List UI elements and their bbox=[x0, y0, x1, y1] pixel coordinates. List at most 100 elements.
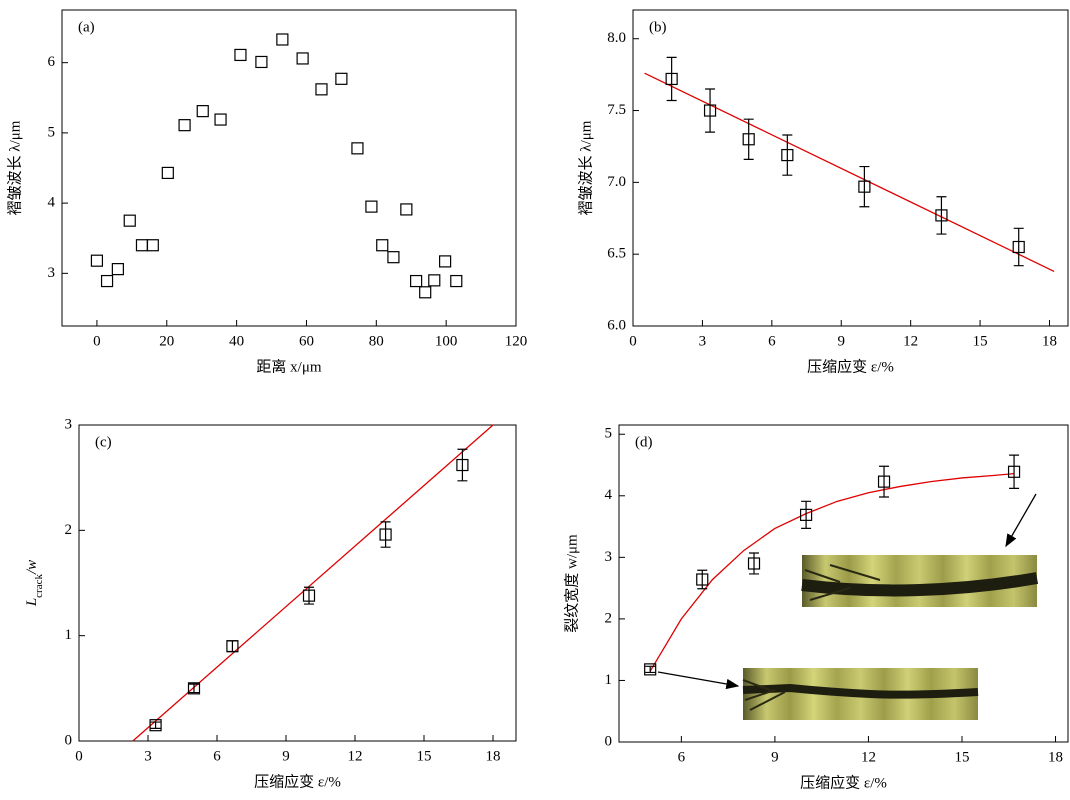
y-tick-label: 2 bbox=[605, 610, 613, 626]
error-bar bbox=[666, 56, 677, 102]
marker bbox=[276, 33, 289, 46]
x-tick-label: 18 bbox=[1042, 333, 1057, 349]
x-axis-label: 距离 x/μm bbox=[256, 358, 321, 375]
x-tick-label: 18 bbox=[1048, 749, 1063, 765]
x-tick-label: 20 bbox=[159, 333, 174, 349]
plot-frame bbox=[78, 424, 517, 742]
marker bbox=[111, 263, 124, 276]
crack-branches bbox=[804, 564, 881, 601]
plot-frame bbox=[632, 9, 1069, 327]
error-bar bbox=[380, 521, 391, 548]
y-tick-label: 6.0 bbox=[607, 317, 626, 333]
x-axis-label: 压缩应变 ε/% bbox=[800, 773, 887, 791]
error-bar bbox=[879, 465, 890, 498]
marker bbox=[799, 508, 813, 521]
arrow bbox=[1005, 493, 1037, 548]
crack-branches bbox=[742, 679, 786, 711]
marker bbox=[781, 148, 794, 162]
y-tick-label: 7.5 bbox=[607, 102, 626, 118]
y-axis-label: 裂纹宽度 w/μm bbox=[563, 534, 580, 633]
y-axis-label: 褶皱波长 λ/μm bbox=[6, 120, 23, 215]
marker bbox=[376, 239, 389, 252]
x-tick-label: 12 bbox=[861, 749, 876, 765]
marker bbox=[450, 274, 463, 288]
error-bar bbox=[645, 665, 656, 674]
error-bar bbox=[1009, 454, 1020, 489]
y-tick-label: 2 bbox=[65, 522, 73, 538]
arrow bbox=[657, 671, 740, 690]
error-bar bbox=[457, 448, 468, 482]
marker bbox=[255, 55, 268, 69]
y-axis-label-part: crack bbox=[33, 574, 45, 598]
marker bbox=[665, 72, 678, 86]
marker bbox=[365, 200, 378, 213]
x-tick-label: 3 bbox=[144, 748, 152, 764]
marker bbox=[296, 52, 309, 65]
error-bar bbox=[859, 165, 870, 208]
x-tick-label: 18 bbox=[486, 748, 501, 764]
panel-label: (b) bbox=[649, 19, 667, 35]
x-tick-label: 12 bbox=[903, 333, 918, 349]
marker bbox=[747, 557, 761, 570]
marker bbox=[123, 214, 136, 227]
error-bar bbox=[189, 683, 199, 694]
error-bar bbox=[697, 569, 708, 590]
marker bbox=[90, 254, 104, 267]
marker bbox=[214, 113, 227, 126]
y-tick-label: 6 bbox=[48, 54, 56, 70]
marker bbox=[335, 72, 348, 85]
y-tick-label: 5 bbox=[48, 124, 56, 140]
error-bar bbox=[782, 134, 793, 176]
y-tick-label: 5 bbox=[605, 426, 613, 442]
x-tick-label: 12 bbox=[348, 748, 363, 764]
y-axis-label: Lcrack/w bbox=[24, 560, 44, 607]
inset-images bbox=[657, 493, 1039, 720]
y-axis-label-part: /w bbox=[24, 560, 40, 575]
error-bar bbox=[801, 500, 812, 530]
panel-label: (a) bbox=[78, 19, 95, 35]
fit-line bbox=[132, 424, 494, 742]
marker bbox=[1012, 240, 1025, 254]
panel-label: (d) bbox=[635, 434, 653, 450]
y-tick-label: 1 bbox=[605, 672, 613, 688]
x-tick-label: 6 bbox=[213, 748, 221, 764]
x-tick-label: 9 bbox=[282, 748, 290, 764]
marker bbox=[226, 640, 239, 653]
x-tick-label: 15 bbox=[417, 748, 432, 764]
marker bbox=[387, 251, 400, 264]
x-tick-label: 3 bbox=[699, 333, 707, 349]
plot-frame bbox=[618, 424, 1069, 743]
marker bbox=[351, 142, 364, 155]
y-tick-label: 1 bbox=[65, 627, 73, 643]
marker bbox=[456, 458, 469, 472]
marker bbox=[703, 104, 717, 117]
marker bbox=[302, 589, 316, 602]
marker bbox=[161, 166, 174, 180]
marker bbox=[410, 274, 423, 288]
x-tick-label: 60 bbox=[299, 333, 314, 349]
x-tick-label: 120 bbox=[505, 333, 528, 349]
marker bbox=[419, 286, 432, 299]
marker bbox=[100, 274, 114, 288]
marker bbox=[146, 239, 159, 252]
marker bbox=[400, 203, 413, 216]
y-tick-label: 4 bbox=[48, 195, 56, 211]
x-tick-label: 0 bbox=[75, 748, 83, 764]
y-axis-label-part: L bbox=[24, 598, 40, 607]
error-bar bbox=[1013, 227, 1024, 267]
marker bbox=[178, 119, 191, 132]
crack-shape bbox=[742, 683, 979, 699]
y-tick-label: 0 bbox=[65, 732, 73, 748]
error-bar bbox=[936, 196, 947, 235]
y-tick-label: 7.0 bbox=[607, 174, 626, 190]
marker bbox=[935, 209, 948, 222]
panel-label: (c) bbox=[95, 434, 112, 450]
marker bbox=[439, 255, 452, 268]
marker bbox=[428, 274, 441, 287]
marker bbox=[135, 239, 149, 252]
x-tick-label: 0 bbox=[629, 333, 637, 349]
x-tick-label: 100 bbox=[435, 333, 458, 349]
